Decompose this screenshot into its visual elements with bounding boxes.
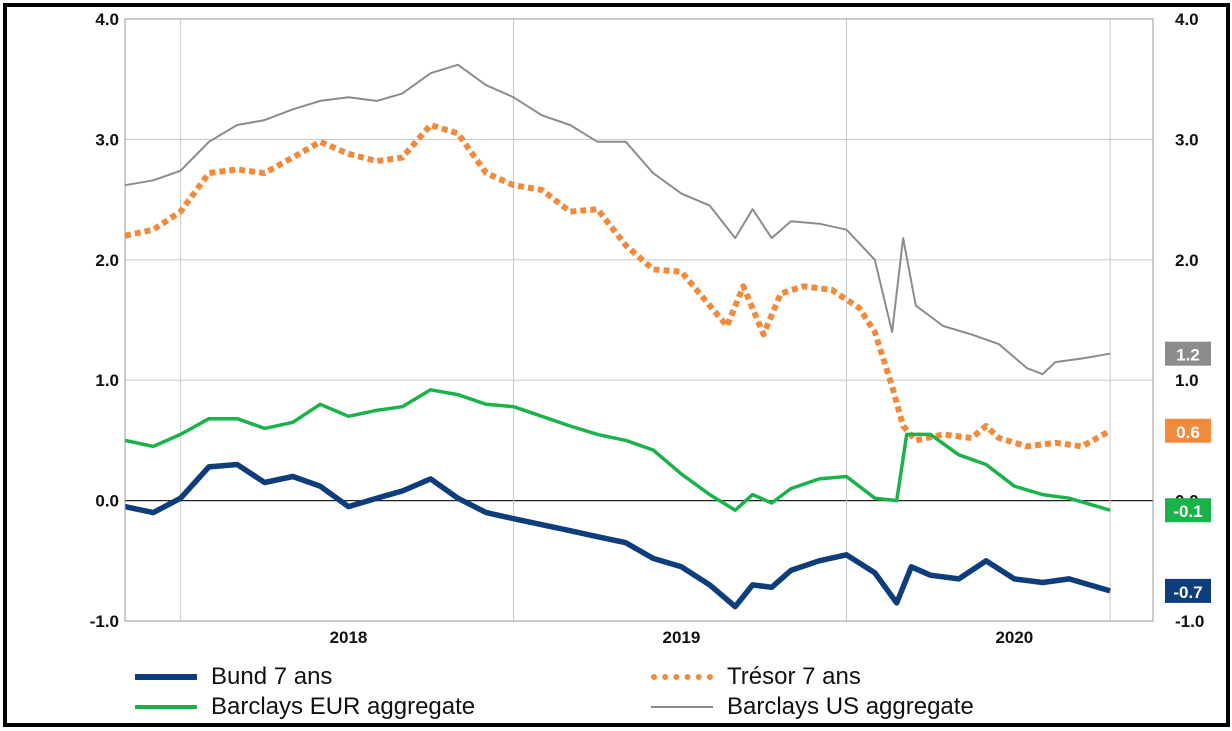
x-tick-label: 2019 bbox=[663, 628, 701, 647]
end-label-tr-sor-7-ans: 0.6 bbox=[1176, 423, 1200, 442]
series-line-barclays-us-aggregate bbox=[124, 63, 1111, 376]
y-tick-label-left: 2.0 bbox=[95, 251, 119, 270]
legend-item-tresor: Trésor 7 ans bbox=[651, 663, 861, 691]
chart-frame: 4.04.03.03.02.02.01.01.00.00.0-1.0-1.020… bbox=[3, 3, 1230, 727]
x-tick-label: 2018 bbox=[330, 628, 368, 647]
legend-label-barclays-eur: Barclays EUR aggregate bbox=[211, 693, 476, 720]
y-tick-label-left: -1.0 bbox=[90, 612, 119, 631]
x-tick-label: 2020 bbox=[995, 628, 1033, 647]
legend-item-barclays-us: Barclays US aggregate bbox=[651, 693, 974, 721]
end-label-badge-barclays-us-aggregate bbox=[1165, 341, 1211, 366]
end-label-badge-tr-sor-7-ans bbox=[1165, 418, 1211, 443]
y-tick-label-left: 3.0 bbox=[95, 130, 119, 149]
axis-layer: 4.04.03.03.02.02.01.01.00.00.0-1.0-1.020… bbox=[90, 10, 1205, 647]
legend-swatch-barclays-eur bbox=[135, 705, 197, 709]
line-chart: 4.04.03.03.02.02.01.01.00.00.0-1.0-1.020… bbox=[90, 10, 1211, 647]
series-line-bund-7-ans bbox=[124, 461, 1111, 610]
legend-swatch-barclays-us bbox=[651, 706, 713, 708]
y-tick-label-right: 2.0 bbox=[1175, 251, 1199, 270]
grid-layer bbox=[125, 18, 1153, 622]
end-label-barclays-us-aggregate: 1.2 bbox=[1176, 346, 1200, 365]
legend-label-tresor: Trésor 7 ans bbox=[727, 663, 861, 690]
end-label-barclays-eur-aggregate: -0.1 bbox=[1173, 502, 1202, 521]
end-label-badge-barclays-eur-aggregate bbox=[1165, 498, 1211, 523]
legend-label-bund: Bund 7 ans bbox=[211, 663, 333, 690]
legend-item-barclays-eur: Barclays EUR aggregate bbox=[135, 693, 475, 721]
series-layer bbox=[124, 63, 1112, 610]
end-label-badge-bund-7-ans bbox=[1165, 578, 1211, 603]
y-tick-label-left: 0.0 bbox=[95, 492, 119, 511]
end-label-bund-7-ans: -0.7 bbox=[1173, 583, 1202, 602]
y-tick-label-right: -1.0 bbox=[1175, 612, 1204, 631]
label-layer: 1.2 0.6 -0.1 -0.7 bbox=[1165, 341, 1211, 603]
y-tick-label-right: 3.0 bbox=[1175, 130, 1199, 149]
legend-label-barclays-us: Barclays US aggregate bbox=[727, 693, 974, 720]
legend-swatch-bund bbox=[135, 674, 197, 680]
y-tick-label-right: 4.0 bbox=[1175, 10, 1199, 29]
y-tick-label-left: 1.0 bbox=[95, 371, 119, 390]
legend-item-bund: Bund 7 ans bbox=[135, 663, 332, 691]
plot-border bbox=[124, 18, 1154, 622]
legend-swatch-tresor bbox=[651, 674, 713, 680]
y-tick-label-right: 1.0 bbox=[1175, 371, 1199, 390]
y-tick-label-left: 4.0 bbox=[95, 10, 119, 29]
series-line-tr-sor-7-ans bbox=[124, 122, 1112, 450]
series-line-barclays-eur-aggregate bbox=[124, 388, 1111, 512]
